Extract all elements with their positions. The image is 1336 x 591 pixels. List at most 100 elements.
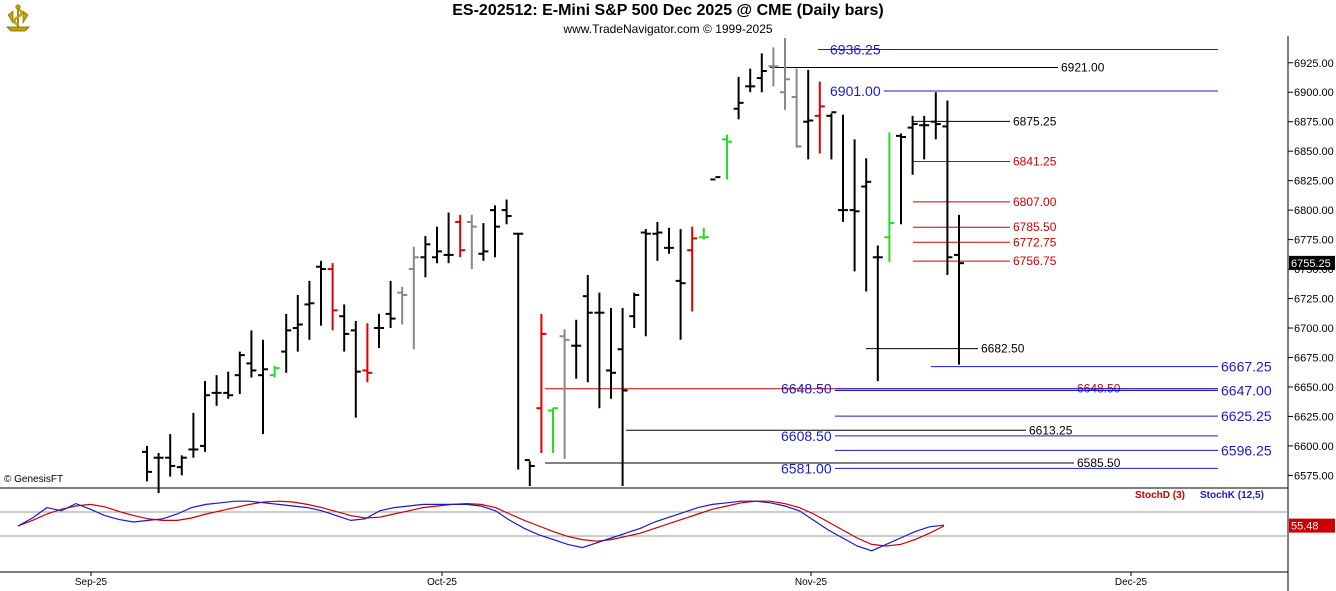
- ohlc-bar: [675, 228, 686, 340]
- ohlc-bar: [814, 81, 825, 154]
- price-levels: 6936.25 6921.00 6901.00 6875.25 6841.25 6807.…: [545, 41, 1272, 476]
- ohlc-bar: [524, 459, 535, 486]
- ohlc-bar: [339, 304, 350, 352]
- ohlc-bar: [153, 452, 164, 494]
- stoch-line: [17, 500, 945, 547]
- level-label: 6921.00: [1061, 60, 1105, 74]
- stochastic-panel: StochD (3) StochK (12,5) 55.48: [17, 490, 1335, 552]
- ohlc-bars: [142, 38, 964, 494]
- month-label: Sep-25: [75, 577, 108, 588]
- ohlc-bar: [176, 455, 187, 476]
- y-tick-label: 6675.00: [1294, 352, 1334, 364]
- ohlc-bar: [664, 227, 674, 254]
- ohlc-bar: [350, 320, 361, 418]
- ohlc-bar: [536, 313, 547, 453]
- ohlc-bar: [640, 228, 651, 337]
- ohlc-bar: [698, 227, 709, 240]
- y-tick-label: 6925.00: [1294, 58, 1334, 70]
- y-tick-label: 6575.00: [1294, 470, 1334, 482]
- level-label: 6785.50: [1013, 220, 1057, 234]
- level-label: 6647.00: [1221, 383, 1272, 399]
- ohlc-bar: [768, 47, 779, 87]
- ohlc-bar: [756, 53, 767, 93]
- last-price-label: 6755.25: [1291, 258, 1331, 270]
- ohlc-bar: [559, 329, 570, 459]
- ohlc-bar: [722, 134, 732, 180]
- y-tick-label: 6725.00: [1294, 294, 1334, 306]
- ohlc-bar: [884, 132, 895, 262]
- level-label: 6613.25: [1029, 423, 1073, 437]
- ohlc-bar: [211, 375, 222, 406]
- ohlc-bar: [745, 68, 756, 93]
- y-tick-label: 6625.00: [1294, 411, 1334, 423]
- month-axis: Sep-25 Oct-25 Nov-25 Dec-25: [75, 572, 1148, 588]
- chart-subtitle: www.TradeNavigator.com © 1999-2025: [563, 22, 773, 36]
- stoch-last-badge: [1289, 518, 1335, 533]
- trade-navigator-logo-icon: [3, 3, 33, 33]
- ohlc-bar: [200, 381, 210, 452]
- ohlc-bar: [907, 115, 918, 175]
- ohlc-bar: [234, 351, 245, 395]
- ohlc-bar: [304, 280, 315, 340]
- level-label: 6901.00: [830, 83, 881, 99]
- level-label: 6648.50: [781, 381, 832, 397]
- stoch-line: [17, 500, 945, 552]
- ohlc-bar: [687, 226, 698, 312]
- ohlc-bar: [281, 313, 292, 373]
- ohlc-bar: [292, 295, 303, 352]
- level-label: 6608.50: [781, 428, 832, 444]
- ohlc-bar: [954, 214, 964, 365]
- y-tick-label: 6775.00: [1294, 235, 1334, 247]
- ohlc-bar: [652, 221, 663, 261]
- level-label: 6841.25: [1013, 154, 1057, 168]
- ohlc-bar: [316, 260, 326, 326]
- ohlc-bar: [606, 307, 616, 399]
- ohlc-bar: [374, 313, 384, 349]
- ohlc-bar: [861, 158, 872, 292]
- ohlc-bar: [617, 307, 628, 486]
- ohlc-bar: [710, 176, 721, 181]
- ohlc-bar: [246, 330, 257, 378]
- ohlc-bar: [582, 274, 593, 383]
- ohlc-bar: [513, 232, 524, 470]
- ohlc-bar: [397, 286, 408, 325]
- ohlc-bar: [362, 323, 373, 383]
- ohlc-bar: [432, 226, 442, 264]
- chart-background: [0, 36, 1336, 591]
- ohlc-bar: [501, 199, 512, 225]
- ohlc-bar: [478, 223, 489, 261]
- y-tick-label: 6700.00: [1294, 323, 1334, 335]
- ohlc-bar: [872, 245, 883, 382]
- ohlc-bar: [408, 246, 419, 350]
- ohlc-bar: [791, 68, 802, 148]
- ohlc-bar: [919, 115, 930, 160]
- legend-stochk: StochK (12,5): [1200, 490, 1264, 501]
- ohlc-bar: [385, 280, 396, 329]
- ohlc-bar: [490, 205, 500, 258]
- ohlc-bar: [443, 212, 454, 264]
- ohlc-bar: [466, 214, 477, 270]
- ohlc-bar: [780, 38, 790, 110]
- last-price-badge: [1289, 255, 1335, 270]
- ohlc-bar: [896, 133, 906, 225]
- stoch-last-label: 55.48: [1291, 521, 1319, 533]
- chart-frame: [0, 36, 1336, 591]
- ohlc-bar: [142, 445, 152, 482]
- month-label: Nov-25: [795, 577, 828, 588]
- ohlc-bar: [826, 111, 837, 160]
- level-label: 6772.75: [1013, 235, 1057, 249]
- ohlc-bar: [629, 292, 640, 329]
- level-label: 6682.50: [981, 342, 1025, 356]
- level-label: 6667.25: [1221, 359, 1272, 375]
- ohlc-bar: [803, 69, 814, 160]
- y-tick-label: 6900.00: [1294, 87, 1334, 99]
- ohlc-bar: [571, 319, 582, 379]
- copyright-label: © GenesisFT: [4, 474, 64, 485]
- level-label: 6625.25: [1221, 408, 1272, 424]
- ohlc-bar: [930, 92, 941, 140]
- ohlc-bar: [223, 371, 234, 399]
- level-label: 6807.00: [1013, 195, 1057, 209]
- month-label: Oct-25: [427, 577, 457, 588]
